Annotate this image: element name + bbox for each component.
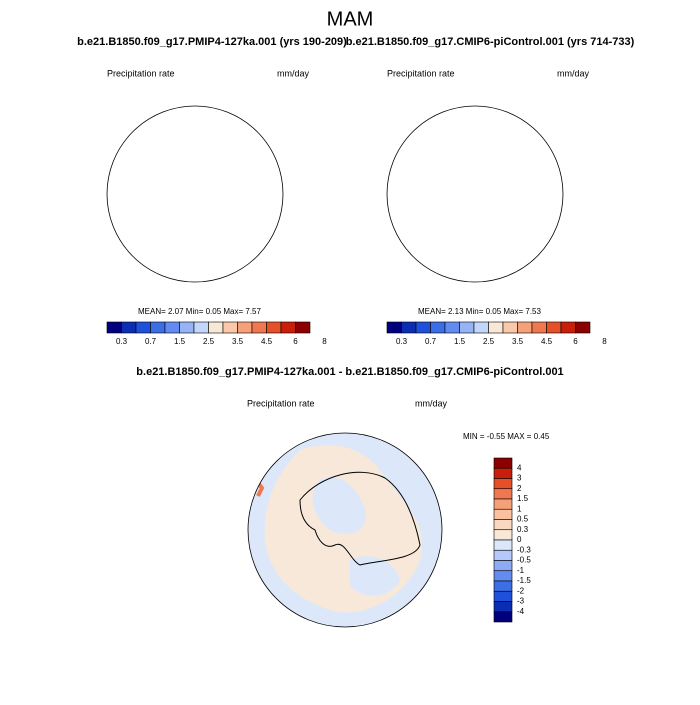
panel-title: b.e21.B1850.f09_g17.CMIP6-piControl.001 … (346, 36, 635, 48)
stats: MIN = -0.55 MAX = 0.45 (463, 432, 550, 441)
colorbar-box (493, 488, 513, 500)
colorbar-box (493, 519, 513, 531)
colorbar-box (502, 321, 518, 334)
colorbar-box (517, 321, 533, 334)
colorbar-label: -1.5 (517, 576, 531, 585)
colorbar-box (251, 321, 267, 334)
map-border (247, 432, 443, 628)
colorbar-box (430, 321, 446, 334)
colorbar-label: 0.3 (396, 337, 408, 346)
colorbar-box (531, 321, 547, 334)
colorbar-box (488, 321, 504, 334)
colorbar-box (295, 321, 311, 334)
colorbar-label: 1.5 (454, 337, 466, 346)
stats: MEAN= 2.13 Min= 0.05 Max= 7.53 (418, 307, 542, 316)
colorbar-label: -0.3 (517, 545, 531, 554)
colorbar-label: 2 (517, 484, 522, 493)
colorbar-box (493, 498, 513, 510)
colorbar-label: -0.5 (517, 556, 531, 565)
colorbar-label: 8 (322, 337, 327, 346)
colorbar-box (150, 321, 166, 334)
variable-label: Precipitation rate (387, 68, 455, 78)
colorbar-label: 1.5 (517, 494, 529, 503)
colorbar-box (179, 321, 195, 334)
colorbar-box (493, 539, 513, 551)
colorbar-box (208, 321, 224, 334)
colorbar-box (493, 457, 513, 469)
colorbars: 0.3 0.7 1.5 2.5 3.5 4.5 6 8 0.3 0.7 1.5 2.5 3.5 4.5 6 8… (106, 321, 607, 623)
colorbar-label: 4 (517, 463, 522, 472)
colorbar-box (121, 321, 137, 334)
map-border (386, 105, 564, 283)
colorbar-label: 0.3 (116, 337, 128, 346)
colorbar-label: -4 (517, 607, 525, 616)
units-label: mm/day (415, 398, 448, 408)
colorbar-label: -2 (517, 586, 525, 595)
variable-label: Precipitation rate (247, 398, 315, 408)
colorbar-box (575, 321, 591, 334)
map (248, 433, 442, 627)
units-label: mm/day (557, 68, 590, 78)
colorbar-box (222, 321, 238, 334)
colorbar-box (444, 321, 460, 334)
colorbar-box (164, 321, 180, 334)
colorbar-label: 0.5 (517, 515, 529, 524)
colorbar-label: 4.5 (541, 337, 553, 346)
colorbar-label: 3.5 (232, 337, 244, 346)
panel-title: b.e21.B1850.f09_g17.PMIP4-127ka.001 - b.… (136, 366, 563, 378)
colorbar-box (415, 321, 431, 334)
colorbar-label: 0.3 (517, 525, 529, 534)
colorbar-box (193, 321, 209, 334)
stats: MEAN= 2.07 Min= 0.05 Max= 7.57 (138, 307, 262, 316)
colorbar-label: 8 (602, 337, 607, 346)
colorbar-box (493, 611, 513, 623)
colorbar-label: 2.5 (203, 337, 215, 346)
colorbar-label: 6 (293, 337, 298, 346)
colorbar-label: 1.5 (174, 337, 186, 346)
map (95, 94, 295, 294)
colorbar-label: 2.5 (483, 337, 495, 346)
colorbar-label: 4.5 (261, 337, 273, 346)
colorbar-box (135, 321, 151, 334)
colorbar-box (560, 321, 576, 334)
colorbar-box (493, 601, 513, 613)
colorbar-label: 6 (573, 337, 578, 346)
colorbar-box (493, 580, 513, 592)
colorbar-box (280, 321, 296, 334)
colorbar-label: 3 (517, 474, 522, 483)
colorbar-label: 3.5 (512, 337, 524, 346)
panel-title: b.e21.B1850.f09_g17.PMIP4-127ka.001 (yrs… (77, 36, 347, 48)
colorbar-box (473, 321, 489, 334)
colorbar-box (493, 590, 513, 602)
colorbar-box (493, 478, 513, 490)
colorbar-label: 0 (517, 535, 522, 544)
colorbar-box (106, 321, 122, 334)
colorbar-label: 1 (517, 504, 522, 513)
colorbar-box (546, 321, 562, 334)
figure-title: MAM (327, 8, 374, 30)
colorbar-label: -1 (517, 566, 525, 575)
map (375, 94, 575, 294)
variable-label: Precipitation rate (107, 68, 175, 78)
colorbar-box (493, 560, 513, 572)
colorbar-box (459, 321, 475, 334)
colorbar-box (401, 321, 417, 334)
colorbar-box (493, 529, 513, 541)
map-border (106, 105, 284, 283)
colorbar-box (493, 508, 513, 520)
colorbar-box (266, 321, 282, 334)
colorbar-label: -3 (517, 597, 525, 606)
colorbar-box (493, 549, 513, 561)
colorbar-label: 0.7 (145, 337, 157, 346)
colorbar-label: 0.7 (425, 337, 437, 346)
colorbar-box (493, 467, 513, 479)
colorbar-box (237, 321, 253, 334)
colorbar-box (386, 321, 402, 334)
units-label: mm/day (277, 68, 310, 78)
colorbar-box (493, 570, 513, 582)
